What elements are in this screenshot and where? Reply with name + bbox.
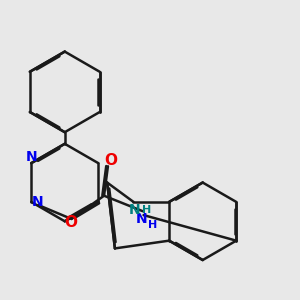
Text: O: O (64, 215, 77, 230)
Text: H: H (142, 205, 151, 215)
Text: O: O (104, 153, 118, 168)
Text: N: N (26, 150, 37, 164)
Text: N: N (129, 203, 141, 218)
Text: N: N (136, 212, 148, 226)
Text: N: N (32, 195, 43, 209)
Text: H: H (148, 220, 158, 230)
